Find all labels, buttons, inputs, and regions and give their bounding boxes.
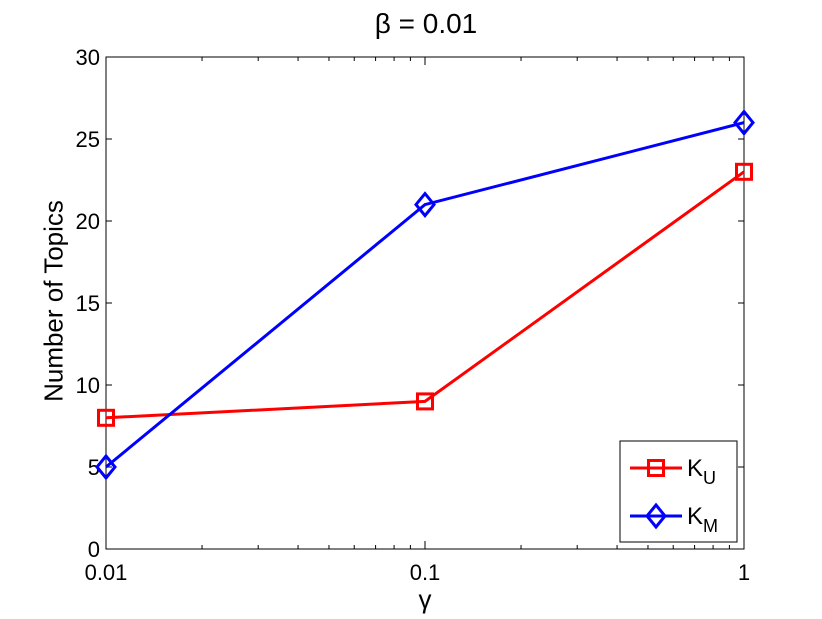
square-marker xyxy=(416,392,434,411)
chart-title: β = 0.01 xyxy=(374,8,478,39)
y-tick-label: 5 xyxy=(88,455,100,480)
diamond-marker xyxy=(645,502,667,530)
diamond-marker xyxy=(95,453,117,481)
y-tick-label: 10 xyxy=(76,373,100,398)
series-line xyxy=(105,170,745,420)
x-tick-label: 1 xyxy=(738,560,750,585)
y-tick-label: 20 xyxy=(76,209,100,234)
square-marker xyxy=(97,408,115,427)
y-tick-label: 30 xyxy=(76,45,100,70)
y-tick-label: 15 xyxy=(76,291,100,316)
diamond-marker xyxy=(733,109,755,136)
square-marker xyxy=(735,162,753,181)
y-tick-label: 0 xyxy=(88,537,100,562)
legend-label-subscript: U xyxy=(703,468,716,488)
y-tick-label: 25 xyxy=(76,127,100,152)
diamond-marker xyxy=(414,191,436,218)
square-marker xyxy=(647,459,665,477)
series-line xyxy=(105,121,745,469)
legend-box xyxy=(619,440,738,543)
x-tick-label: 0.1 xyxy=(410,560,441,585)
x-tick-label: 0.01 xyxy=(85,560,128,585)
legend-label-subscript: M xyxy=(703,516,718,536)
x-axis-label: γ xyxy=(418,584,432,614)
